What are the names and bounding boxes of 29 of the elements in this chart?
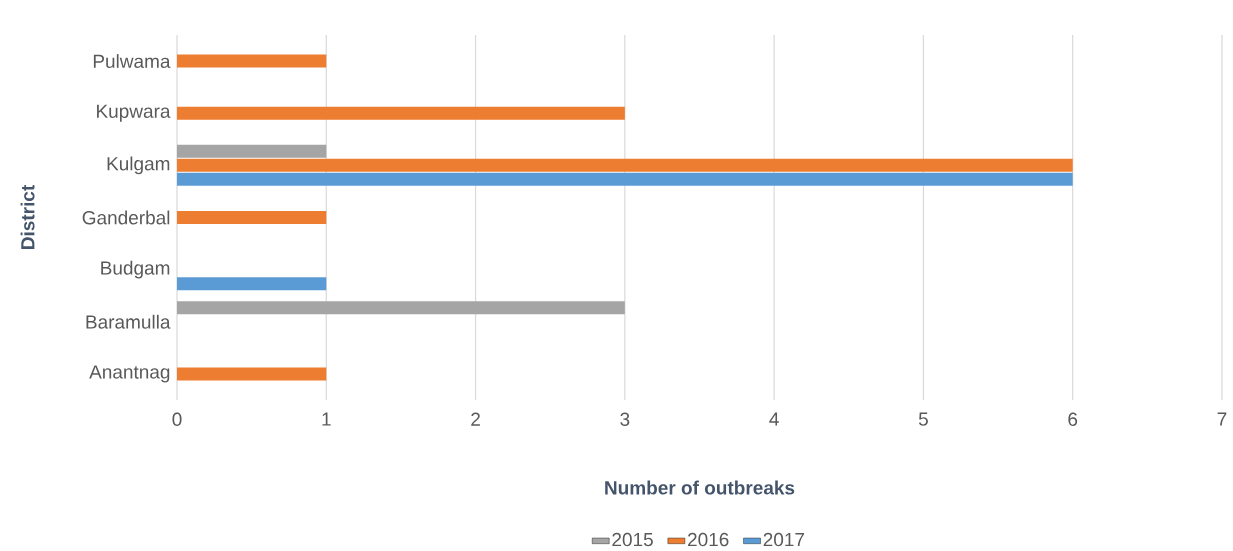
x-axis-title: Number of outbreaks bbox=[605, 480, 795, 495]
y-tick-label: Anantnag bbox=[89, 365, 170, 383]
bar bbox=[177, 106, 625, 120]
legend-label: 2015 bbox=[612, 532, 653, 547]
x-tick-label: 3 bbox=[620, 412, 630, 426]
legend-label: 2017 bbox=[763, 532, 805, 547]
x-tick-label: 6 bbox=[1068, 412, 1078, 426]
bar bbox=[177, 172, 1073, 186]
x-tick-label: 5 bbox=[918, 412, 928, 426]
y-tick-label: Budgam bbox=[101, 260, 170, 279]
x-tick-label: 4 bbox=[769, 412, 779, 426]
y-tick-label: Baramulla bbox=[86, 314, 171, 329]
bar bbox=[177, 144, 327, 158]
x-tick-label: 2 bbox=[471, 412, 480, 426]
x-tick-label: 1 bbox=[322, 412, 331, 426]
bar bbox=[177, 158, 1073, 172]
legend-label: 2016 bbox=[688, 532, 729, 547]
y-tick-label: Kupwara bbox=[97, 104, 171, 122]
x-tick-label: 7 bbox=[1217, 412, 1227, 426]
y-tick-label: Kulgam bbox=[107, 156, 170, 175]
bar bbox=[177, 210, 327, 224]
x-tick-label: 0 bbox=[172, 412, 182, 426]
bar bbox=[177, 301, 625, 315]
y-axis-title: District bbox=[20, 185, 35, 249]
bar bbox=[177, 277, 327, 291]
bar bbox=[177, 367, 327, 381]
bar bbox=[177, 54, 327, 68]
y-tick-label: Ganderbal bbox=[82, 210, 170, 225]
y-tick-label: Pulwama bbox=[93, 54, 171, 69]
